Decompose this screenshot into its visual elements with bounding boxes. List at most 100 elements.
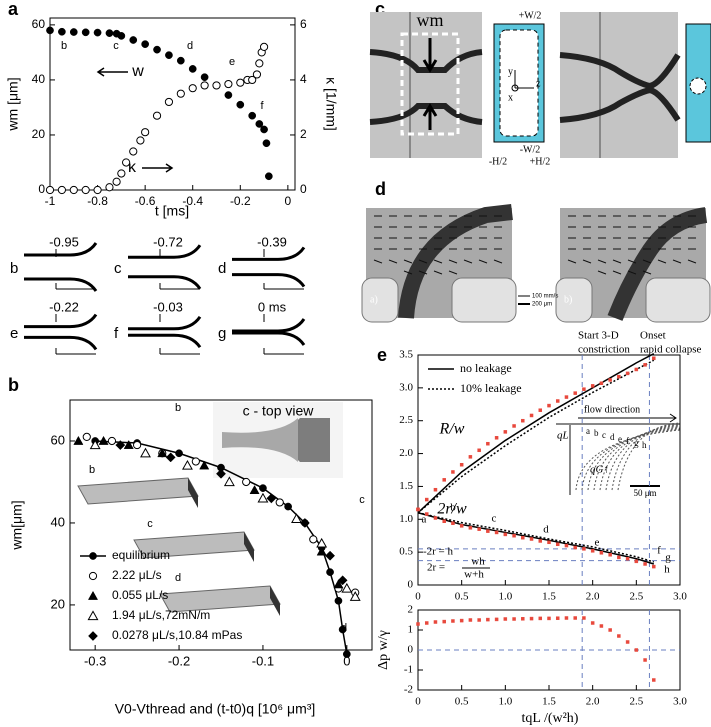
velocity-arrow [627, 270, 637, 275]
marker [117, 32, 126, 40]
marker [255, 59, 264, 68]
contour [599, 425, 681, 491]
marker [87, 590, 99, 600]
marker [625, 371, 630, 376]
interface [559, 86, 681, 123]
marker [141, 128, 150, 137]
y-tick-label: 0.5 [399, 546, 413, 558]
marker [512, 617, 516, 621]
series-label: κ [128, 159, 137, 176]
annotation: e [229, 56, 235, 68]
marker [643, 363, 647, 367]
annotation: c [113, 40, 119, 52]
y-tick-label: -2 [404, 684, 413, 696]
snapshot-time: -0.03 [153, 299, 183, 314]
y-tick-label: 40 [32, 72, 46, 86]
label: qG↑ [590, 464, 609, 476]
annotation: e [595, 537, 600, 549]
snapshot-letter: e [10, 325, 18, 342]
annotation: constriction [578, 344, 630, 356]
marker [521, 418, 525, 423]
marker [433, 620, 438, 624]
x-tick-label: 0.5 [455, 696, 469, 708]
y-tick-label: -1 [404, 664, 413, 676]
x-tick-label: -0.6 [135, 194, 156, 208]
snapshot-letter: f [114, 325, 119, 342]
marker [451, 521, 455, 525]
contour [575, 429, 681, 491]
plot-frame [69, 399, 373, 651]
velocity-arrow [672, 259, 682, 264]
marker [223, 476, 235, 487]
x-tick-label: -0.3 [84, 653, 106, 668]
velocity-arrow [373, 259, 383, 264]
snapshot-interface [24, 313, 98, 329]
legend-label: 1.94 μL/s,72mN/m [112, 608, 210, 622]
marker [264, 172, 273, 181]
x-tick-label: 1.0 [498, 696, 512, 708]
label: -H/2 [489, 156, 507, 167]
contour [611, 423, 681, 491]
annotation: g [665, 552, 671, 564]
x-tick-label: 0.5 [455, 591, 469, 603]
letter: d [610, 432, 615, 442]
x-tick-label: 2.0 [586, 591, 600, 603]
axis-x [511, 84, 519, 92]
marker [242, 477, 251, 487]
marker [486, 617, 490, 622]
y-tick-label: 1 [408, 624, 414, 636]
legend-label: 10% leakage [460, 381, 522, 395]
marker [82, 432, 91, 441]
marker [334, 596, 343, 605]
marker [248, 111, 257, 120]
x-tick-label: 0 [285, 194, 292, 208]
snapshot-interface [128, 244, 202, 259]
contour [581, 428, 681, 491]
y-tick-label: 20 [32, 127, 46, 141]
snapshot-interface [128, 333, 202, 349]
annotation: a [422, 514, 427, 526]
x-tick-label: 2.5 [629, 696, 643, 708]
marker [299, 517, 310, 528]
marker [216, 468, 226, 479]
marker [590, 621, 595, 625]
y-tick-label: 40 [51, 514, 65, 529]
x-axis-label: V0-Vthread and (t-t0)q [10⁶ μm³] [115, 701, 316, 717]
roi [400, 32, 460, 136]
legend-label: equilibrium [112, 548, 170, 562]
y-tick-label: 1.5 [399, 480, 413, 492]
marker [58, 27, 66, 36]
annotation: d [175, 572, 181, 584]
snapshot-letter: b [10, 260, 18, 277]
marker [342, 650, 351, 658]
marker [599, 381, 604, 386]
shape [188, 478, 198, 508]
snapshot-interface [232, 273, 306, 288]
interface [398, 204, 513, 319]
snapshot-letter: g [218, 325, 226, 342]
marker [555, 616, 560, 620]
velocity-arrow [403, 270, 413, 275]
velocity-arrow [582, 259, 592, 264]
x-tick-label: 2.5 [629, 591, 643, 603]
marker [284, 502, 292, 511]
chart: 0 0.5 1.0 1.5 2.0 2.5 3.0 -2 -1 0 1 2 tqL /(w²h) Δp w… [376, 604, 687, 727]
marker [538, 539, 543, 543]
marker [176, 56, 185, 65]
marker [133, 440, 142, 450]
label: a) [370, 294, 378, 305]
marker [617, 555, 621, 560]
annotation: h [664, 564, 670, 576]
y-tick-label: 2.0 [399, 447, 413, 459]
shape [222, 418, 298, 462]
snapshot-time: 0 ms [258, 299, 287, 314]
velocity-arrow [612, 270, 622, 275]
marker [503, 617, 508, 621]
legend-label: 0.0278 μL/s,10.84 mPas [112, 628, 242, 642]
marker [433, 516, 438, 520]
marker [512, 424, 516, 428]
marker [112, 177, 121, 186]
marker [333, 579, 344, 589]
